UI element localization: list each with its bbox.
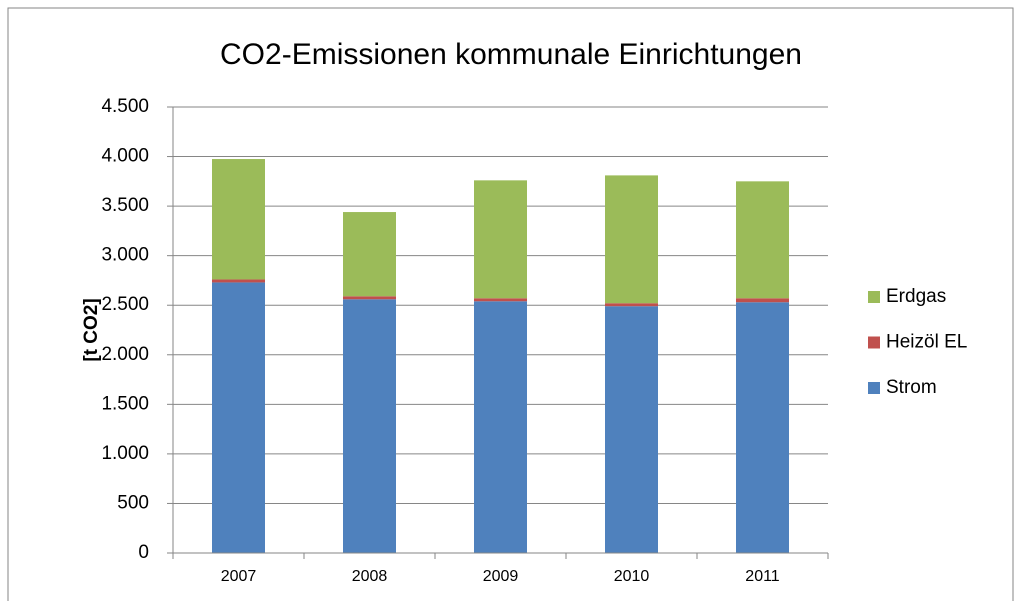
bar-segment [605,303,658,307]
bar-segment [212,282,265,553]
y-tick-label: 2.000 [101,344,149,365]
chart-title: CO2-Emissionen kommunale Einrichtungen [220,38,802,71]
y-tick-label: 4.000 [101,146,149,167]
bar-segment [736,298,789,303]
bar-segment [212,279,265,283]
bar-segment [343,299,396,553]
y-tick-label: 4.500 [101,96,149,117]
legend-swatch [868,291,880,303]
y-tick-label: 0 [138,542,149,563]
y-tick-label: 3.500 [101,195,149,216]
y-tick-label: 1.000 [101,443,149,464]
bar-segment [605,175,658,304]
bar-segment [343,296,396,300]
legend-swatch [868,382,880,394]
y-tick-label: 2.500 [101,294,149,315]
bar-segment [212,159,265,280]
x-tick-label: 2010 [614,568,650,585]
y-tick-label: 500 [117,492,149,513]
x-tick-label: 2007 [221,568,257,585]
y-tick-label: 1.500 [101,393,149,414]
legend-swatch [868,336,880,349]
bar-segment [474,298,527,302]
bar-segment [605,306,658,553]
bar-segment [736,302,789,553]
bar-segment [474,301,527,553]
legend-label: Heizöl EL [886,332,967,353]
legend-label: Erdgas [886,286,946,307]
bar-segment [343,212,396,297]
legend-label: Strom [886,377,937,398]
bar-segment [736,181,789,299]
bar-segment [474,180,527,299]
x-tick-label: 2008 [352,568,388,585]
y-tick-label: 3.000 [101,245,149,266]
x-tick-label: 2011 [745,568,780,585]
x-tick-label: 2009 [483,568,519,585]
y-axis-label: [t CO2] [81,298,102,361]
